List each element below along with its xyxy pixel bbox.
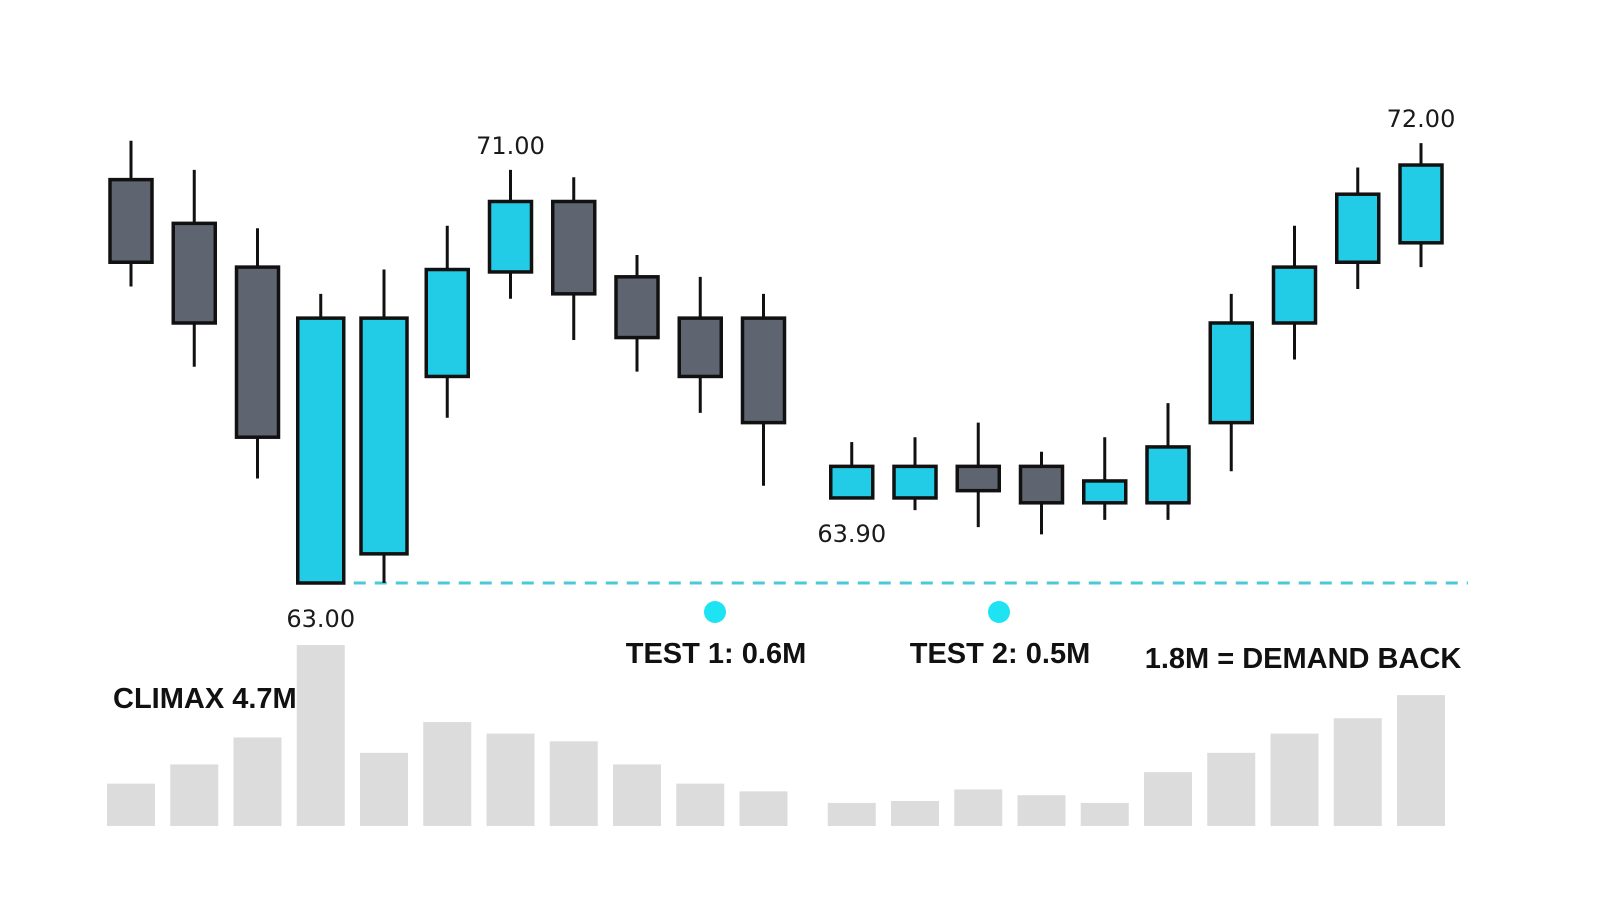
volume-bar: [486, 733, 535, 826]
volume-bar: [360, 752, 408, 826]
candle-body: [1271, 265, 1318, 325]
candle: [487, 169, 534, 299]
volume-bar: [296, 645, 345, 826]
volume-bar: [954, 789, 1003, 826]
candle-body: [487, 199, 534, 274]
volume-bar: [613, 764, 661, 826]
price-label: 63.90: [817, 520, 886, 548]
volume-bar: [676, 783, 725, 826]
volume-bar: [170, 764, 219, 826]
candle-body: [1082, 479, 1128, 505]
volume-bar: [827, 802, 876, 826]
candle: [740, 293, 787, 486]
volume-bar: [1333, 718, 1382, 826]
volume-bar: [1017, 795, 1066, 826]
volume-bar: [1397, 695, 1445, 826]
annotations: CLIMAX 4.7M TEST 1: 0.6M TEST 2: 0.5M 1.…: [113, 638, 1461, 715]
price-labels: 71.00 72.00 63.00 63.90: [286, 105, 1455, 633]
candle: [1398, 143, 1444, 268]
candle-body: [740, 316, 787, 425]
climax-annotation: CLIMAX 4.7M: [113, 683, 297, 715]
volume-bar: [423, 722, 472, 826]
candles: [108, 140, 1444, 585]
test1-annotation: TEST 1: 0.6M: [626, 638, 807, 670]
candle: [171, 169, 217, 367]
candle-body: [551, 199, 597, 296]
candle-body: [1145, 445, 1191, 505]
candle: [108, 140, 154, 287]
candle: [677, 276, 723, 413]
candle: [551, 177, 597, 340]
candle: [829, 442, 875, 500]
candle-body: [171, 221, 217, 325]
test-markers: [704, 601, 1010, 623]
candle: [955, 422, 1001, 528]
candle: [1082, 437, 1128, 520]
volume-bar: [1207, 752, 1256, 826]
candle: [614, 254, 660, 372]
candle: [1208, 293, 1254, 472]
volume-bar: [1270, 733, 1319, 826]
candle-body: [892, 464, 938, 500]
candle-body: [1018, 464, 1065, 505]
volume-bar: [1144, 772, 1192, 826]
volume-bar: [549, 741, 598, 826]
candle: [359, 269, 409, 583]
candle-body: [234, 265, 281, 439]
candle: [296, 293, 346, 585]
candle: [234, 228, 281, 479]
volume-bar: [739, 791, 788, 826]
candle-body: [1335, 192, 1381, 264]
candle-body: [1208, 321, 1254, 425]
test-1-marker: [704, 601, 726, 623]
candle: [892, 437, 938, 511]
candle: [1335, 167, 1381, 289]
candle-body: [614, 275, 660, 340]
candle-body: [677, 316, 723, 379]
test2-annotation: TEST 2: 0.5M: [910, 638, 1091, 670]
test-2-marker: [988, 601, 1010, 623]
candle-body: [1398, 163, 1444, 245]
candle-body: [108, 177, 154, 264]
demand-back-annotation: 1.8M = DEMAND BACK: [1145, 643, 1462, 675]
candle: [424, 225, 470, 418]
candle: [1145, 403, 1191, 520]
candle-body: [359, 316, 409, 556]
candle-body: [296, 316, 346, 585]
price-label: 72.00: [1387, 105, 1456, 133]
volume-bar: [891, 800, 939, 826]
candle-body: [955, 464, 1001, 493]
volume-bar: [107, 783, 155, 826]
volume-bar: [233, 737, 282, 826]
price-label: 63.00: [286, 605, 355, 633]
candle-body: [424, 267, 470, 379]
price-label: 71.00: [476, 132, 545, 160]
candle: [1018, 451, 1065, 535]
candle: [1271, 225, 1318, 360]
candle-body: [829, 464, 875, 500]
volume-bars: [107, 645, 1445, 826]
volume-bar: [1080, 802, 1129, 826]
